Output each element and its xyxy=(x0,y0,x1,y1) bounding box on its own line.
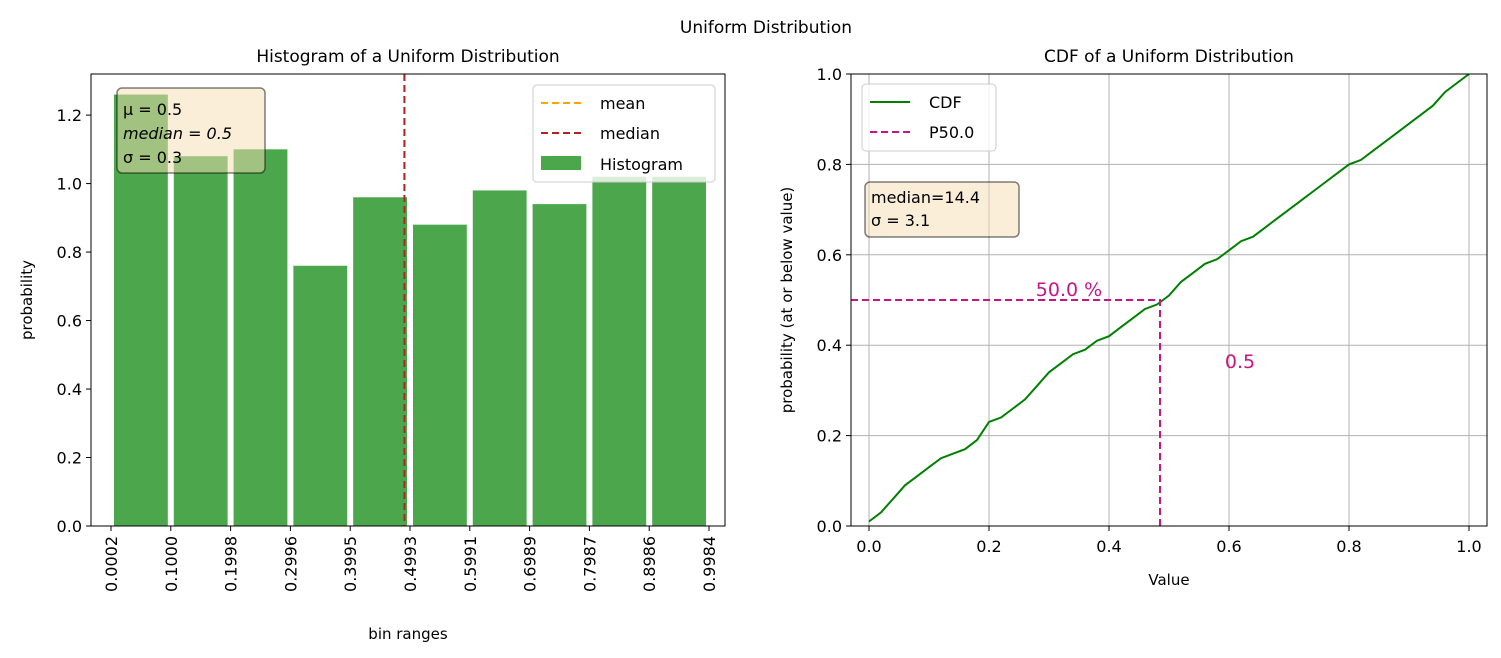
cdf-y-axis: 0.0 0.2 0.4 0.6 0.8 1.0 xyxy=(817,65,851,536)
histogram-bar xyxy=(472,190,527,526)
cdf-x-tick-label: 0.6 xyxy=(1216,537,1241,556)
cdf-y-tick-label: 0.2 xyxy=(817,427,842,446)
percent-annotation: 50.0 % xyxy=(1036,279,1102,301)
cdf-x-tick-label: 1.0 xyxy=(1456,537,1481,556)
histogram-x-axis: 0.0002 0.1000 0.1998 0.2996 0.3995 0.4993 0.59… xyxy=(102,526,719,592)
histogram-x-label: bin ranges xyxy=(368,625,448,643)
cdf-x-label: Value xyxy=(1148,571,1189,589)
cdf-y-label: probability (at or below value) xyxy=(778,187,796,414)
histogram-y-tick-label: 1.2 xyxy=(57,106,82,125)
histogram-x-tick-label: 0.0002 xyxy=(102,536,121,592)
histogram-title: Histogram of a Uniform Distribution xyxy=(256,47,559,67)
cdf-y-tick-label: 0.4 xyxy=(817,336,842,355)
histogram-y-tick-label: 0.4 xyxy=(57,380,82,399)
cdf-x-tick-label: 0.0 xyxy=(856,537,881,556)
cdf-y-tick-label: 0.8 xyxy=(817,155,842,174)
histogram-x-tick-label: 0.2996 xyxy=(281,536,300,592)
stats-sigma: σ = 0.3 xyxy=(123,148,182,167)
cdf-stats-box-background xyxy=(864,181,1020,238)
histogram-stats-box: μ = 0.5 median = 0.5 σ = 0.3 xyxy=(116,87,266,174)
stats-box-background xyxy=(116,87,266,174)
histogram-x-tick-label: 0.7987 xyxy=(580,536,599,592)
histogram-y-tick-label: 0.8 xyxy=(57,243,82,262)
histogram-bar xyxy=(532,204,587,526)
histogram-bar xyxy=(353,197,408,527)
histogram-y-tick-label: 0.0 xyxy=(57,517,82,536)
histogram-x-tick-label: 0.4993 xyxy=(401,536,420,592)
legend-histogram-label: Histogram xyxy=(600,155,683,174)
histogram-chart: Histogram of a Uniform Distribution 0.00… xyxy=(18,47,726,643)
histogram-x-tick-label: 0.3995 xyxy=(341,536,360,592)
cdf-legend: CDF P50.0 xyxy=(861,83,997,152)
histogram-y-tick-label: 1.0 xyxy=(57,175,82,194)
legend-median-label: median xyxy=(600,124,660,143)
cdf-legend-frame xyxy=(861,83,997,152)
cdf-chart: CDF of a Uniform Distribution 0.00.20.40… xyxy=(778,47,1488,589)
histogram-y-tick-label: 0.6 xyxy=(57,312,82,331)
legend-cdf-label: CDF xyxy=(929,93,962,112)
cdf-plot-frame xyxy=(850,73,1488,527)
cdf-x-tick-label: 0.4 xyxy=(1096,537,1121,556)
stats-mu: μ = 0.5 xyxy=(123,100,182,119)
percentile-line xyxy=(851,299,1161,526)
cdf-stats-sigma: σ = 3.1 xyxy=(871,211,930,230)
legend-histogram-swatch xyxy=(541,156,581,170)
cdf-stats-median: median=14.4 xyxy=(871,188,980,207)
histogram-x-tick-label: 0.8986 xyxy=(640,536,659,592)
histogram-legend: mean median Histogram xyxy=(532,84,716,183)
histogram-bar xyxy=(652,176,707,526)
histogram-bar xyxy=(412,224,467,526)
histogram-x-tick-label: 0.5991 xyxy=(461,536,480,592)
histogram-bar xyxy=(233,149,288,527)
cdf-y-tick-label: 1.0 xyxy=(817,65,842,84)
figure-suptitle: Uniform Distribution xyxy=(680,18,852,38)
cdf-x-tick-label: 0.2 xyxy=(976,537,1001,556)
cdf-y-tick-label: 0.6 xyxy=(817,246,842,265)
histogram-bars xyxy=(113,94,707,527)
histogram-y-tick-label: 0.2 xyxy=(57,449,82,468)
histogram-bar xyxy=(293,265,348,526)
histogram-bar xyxy=(592,176,647,526)
value-annotation: 0.5 xyxy=(1225,351,1255,373)
cdf-stats-box: median=14.4 σ = 3.1 xyxy=(864,181,1020,238)
cdf-x-tick-label: 0.8 xyxy=(1336,537,1361,556)
cdf-y-tick-label: 0.0 xyxy=(817,517,842,536)
cdf-x-axis: 0.0 0.2 0.4 0.6 0.8 1.0 xyxy=(856,526,1482,556)
histogram-plot-frame xyxy=(90,73,726,527)
legend-mean-label: mean xyxy=(600,94,645,113)
histogram-y-label: probability xyxy=(18,260,36,340)
histogram-x-tick-label: 0.1998 xyxy=(222,536,241,592)
histogram-x-tick-label: 0.6989 xyxy=(521,536,540,592)
cdf-series-line xyxy=(868,73,1470,523)
cdf-title: CDF of a Uniform Distribution xyxy=(1044,47,1294,67)
legend-p50-label: P50.0 xyxy=(929,123,974,142)
histogram-x-tick-label: 0.9984 xyxy=(700,536,719,592)
histogram-bar xyxy=(173,156,228,526)
histogram-y-axis: 0.0 0.2 0.4 0.6 0.8 1.0 1.2 xyxy=(57,106,91,536)
histogram-x-tick-label: 0.1000 xyxy=(162,536,181,592)
stats-median: median = 0.5 xyxy=(123,124,232,143)
